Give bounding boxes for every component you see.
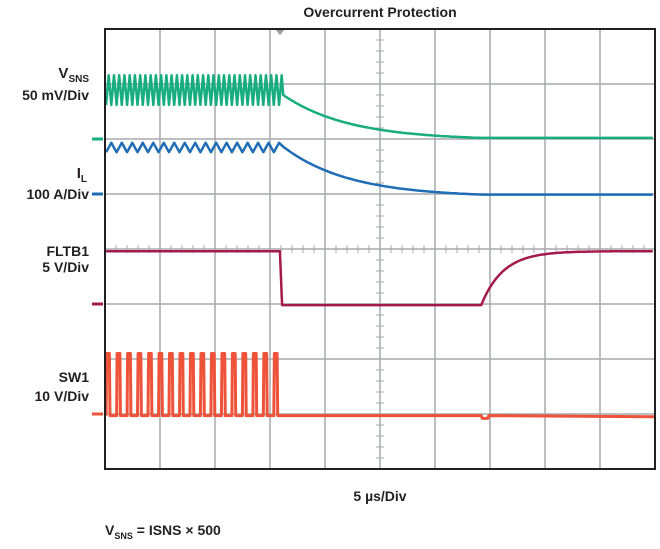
fltb1-trace (106, 249, 653, 307)
sw1-scale: 10 V/Div (35, 388, 90, 404)
vsns-label: VSNS (58, 65, 89, 85)
sw1-label: SW1 (59, 369, 90, 385)
vsns-trace (104, 73, 653, 140)
chart-title: Overcurrent Protection (303, 4, 456, 20)
fltb1-label: FLTB1 (46, 243, 89, 259)
plot-border (104, 28, 656, 470)
vsns-scale: 50 mV/Div (22, 87, 89, 103)
trigger-marker-icon (275, 29, 285, 35)
il-scale: 100 A/Div (26, 186, 89, 202)
fltb1-scale: 5 V/Div (42, 259, 89, 275)
sw1-trace (104, 352, 656, 420)
il-label: IL (77, 165, 87, 185)
il-trace (105, 141, 653, 196)
footnote: VSNS = ISNS × 500 (105, 522, 221, 541)
grid (104, 28, 656, 470)
x-axis-label: 5 µs/Div (353, 488, 406, 504)
